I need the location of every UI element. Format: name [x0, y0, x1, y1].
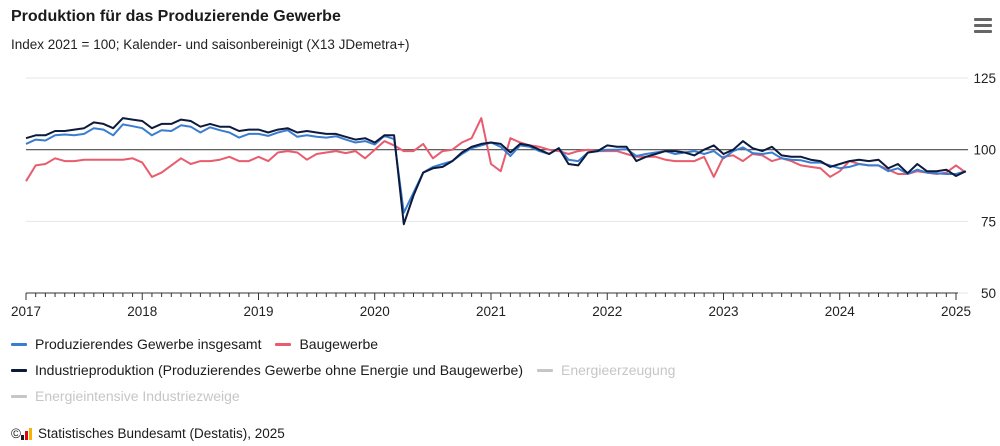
source-note: © Statistisches Bundesamt (Destatis), 20… — [11, 426, 285, 441]
x-tick-label: 2025 — [941, 304, 971, 319]
legend-swatch — [11, 395, 27, 398]
legend-label: Baugewerbe — [299, 336, 379, 352]
source-text: Statistisches Bundesamt (Destatis), 2025 — [37, 426, 285, 441]
legend-swatch — [275, 343, 292, 346]
legend-swatch — [11, 369, 27, 372]
x-tick-label: 2023 — [708, 304, 738, 319]
chart-title: Produktion für das Produzierende Gewerbe — [11, 8, 341, 25]
x-tick-label: 2017 — [11, 304, 41, 319]
y-tick-label: 75 — [981, 214, 996, 229]
x-tick-label: 2022 — [592, 304, 622, 319]
line-chart: 50 75 100 125 2017 2018 2019 2020 2021 2022 2023 20… — [11, 71, 996, 319]
chart-subtitle: Index 2021 = 100; Kalender- und saisonbe… — [11, 37, 410, 52]
y-tick-label: 100 — [973, 143, 996, 158]
series-line-0 — [25, 123, 966, 214]
legend-swatch — [536, 369, 553, 372]
legend-item-3[interactable]: Energieerzeugung — [536, 359, 676, 382]
legend-item-1[interactable]: Baugewerbe — [275, 333, 378, 356]
x-tick-label: 2024 — [825, 304, 856, 319]
legend-swatch — [11, 343, 27, 346]
legend-label: Produzierendes Gewerbe insgesamt — [35, 336, 262, 352]
y-tick-label: 50 — [981, 286, 996, 301]
copyright-symbol: © — [11, 426, 21, 441]
legend-label: Energieintensive Industriezweige — [35, 388, 240, 404]
legend-label: Industrieproduktion (Produzierendes Gewe… — [35, 362, 523, 378]
chart-legend: Produzierendes Gewerbe insgesamt Baugewer… — [11, 330, 771, 408]
legend-label: Energieerzeugung — [560, 362, 676, 378]
x-tick-label: 2020 — [360, 304, 390, 319]
x-tick-label: 2021 — [476, 304, 506, 319]
series-line-1 — [25, 117, 967, 182]
destatis-logo-icon — [20, 427, 33, 440]
legend-item-4[interactable]: Energieintensive Industriezweige — [11, 385, 240, 408]
legend-item-2[interactable]: Industrieproduktion (Produzierendes Gewe… — [11, 359, 523, 382]
series-line-2 — [25, 117, 967, 226]
hamburger-menu-icon[interactable] — [973, 17, 993, 35]
legend-item-0[interactable]: Produzierendes Gewerbe insgesamt — [11, 333, 261, 356]
x-tick-label: 2018 — [127, 304, 157, 319]
x-tick-label: 2019 — [243, 304, 273, 319]
y-tick-label: 125 — [973, 71, 996, 86]
